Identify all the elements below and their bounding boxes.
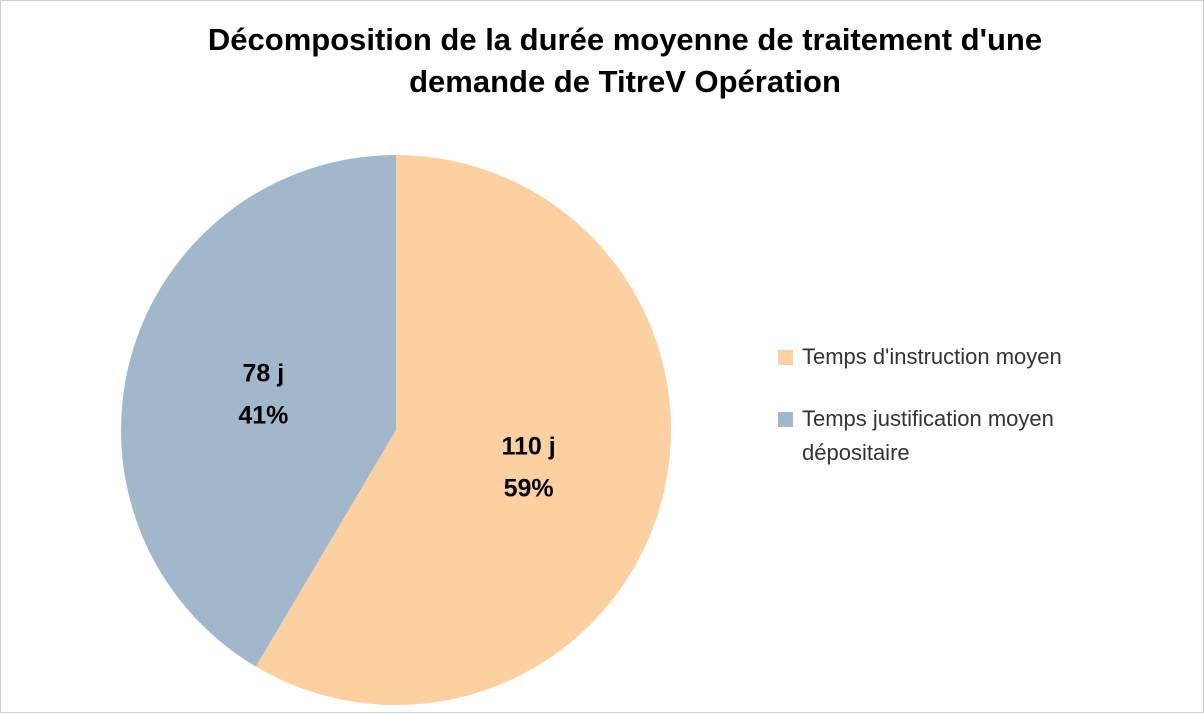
legend-swatch [778, 412, 793, 427]
value-label: 110 j [501, 432, 555, 460]
legend-item: Temps justification moyen dépositaire [778, 402, 1138, 470]
value-label: 78 j [243, 360, 285, 388]
legend: Temps d'instruction moyen Temps justifica… [778, 340, 1138, 498]
legend-label: Temps d'instruction moyen [802, 344, 1062, 369]
legend-label: Temps justification moyen dépositaire [802, 406, 1054, 465]
percent-label: 41% [238, 402, 288, 430]
chart-title: Décomposition de la durée moyenne de tra… [208, 22, 1042, 57]
data-label: 78 j 41% [238, 360, 288, 430]
pie-slice [255, 155, 671, 706]
legend-item: Temps d'instruction moyen [778, 340, 1138, 374]
data-label: 110 j 59% [501, 432, 555, 502]
percent-label: 59% [504, 474, 554, 502]
legend-swatch [778, 350, 793, 365]
pie-slice [120, 155, 396, 667]
chart-title: demande de TitreV Opération [409, 64, 841, 99]
